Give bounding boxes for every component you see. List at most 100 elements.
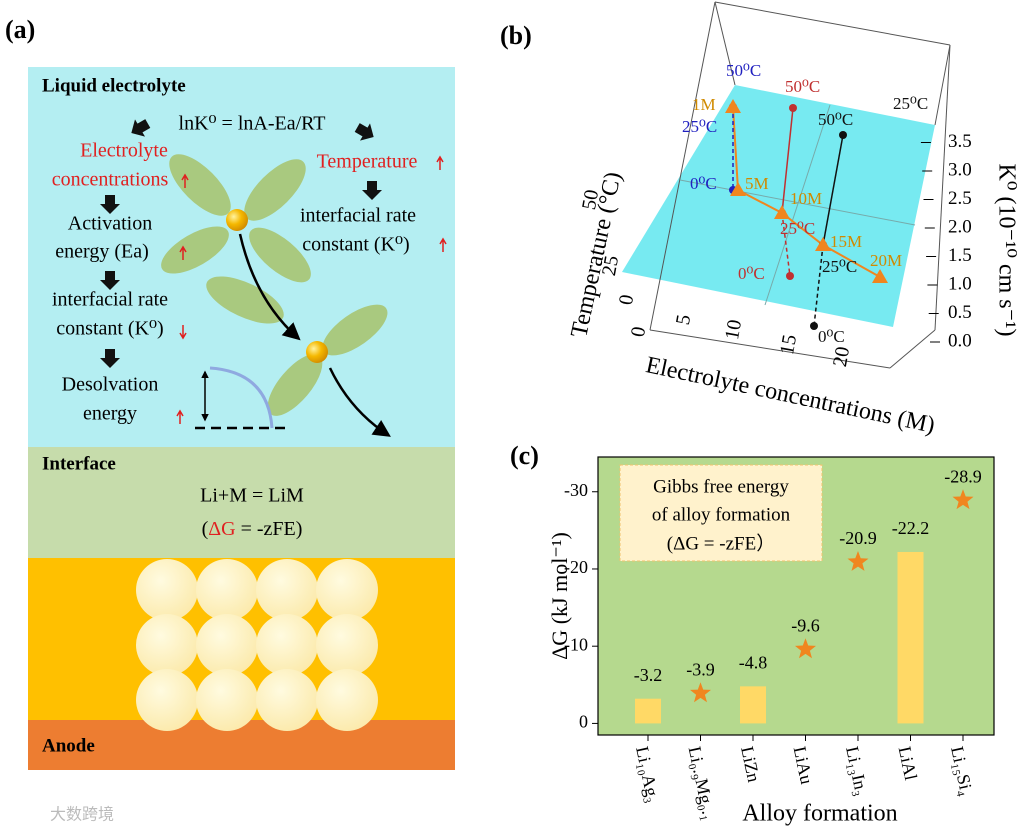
y-tick-label: -10 xyxy=(564,634,588,654)
particle xyxy=(196,614,258,676)
x-tick-label: LiAl xyxy=(895,745,922,782)
star-marker xyxy=(847,551,869,571)
leaf xyxy=(249,227,311,283)
leaf xyxy=(206,276,284,324)
label: 0 xyxy=(615,293,638,307)
point xyxy=(786,272,794,280)
leaf xyxy=(244,159,306,221)
desolvation-arrow xyxy=(328,367,391,437)
label: 1M xyxy=(692,95,716,114)
leaf xyxy=(169,154,231,216)
label: interfacial rate xyxy=(52,289,168,311)
block-arrow xyxy=(131,119,151,137)
label: 10M xyxy=(790,189,822,208)
3d-data xyxy=(725,99,888,330)
point xyxy=(839,131,847,139)
y-tick-label: -20 xyxy=(564,557,588,577)
li-ion xyxy=(226,209,248,231)
block-arrow xyxy=(100,349,120,368)
triangle xyxy=(872,269,888,283)
data-label: -9.6 xyxy=(791,615,820,635)
x-tick-label: LiZn xyxy=(737,745,764,784)
label: 1.0 xyxy=(948,273,972,294)
plane xyxy=(622,85,935,327)
label: 0⁰C xyxy=(690,174,717,193)
annotation: Gibbs free energy xyxy=(653,476,789,497)
particle xyxy=(316,559,378,621)
label: lnK⁰ = lnA-Ea/RT xyxy=(179,113,326,135)
data-label: -3.9 xyxy=(686,659,715,679)
gibbs-part: = -zFE) xyxy=(236,518,303,540)
data-label: -4.8 xyxy=(739,652,768,672)
label: 15M xyxy=(830,232,862,251)
red-dash xyxy=(781,212,791,277)
label: 25⁰C xyxy=(893,94,928,113)
x-axis-title: Alloy formation xyxy=(742,801,897,827)
block-arrow xyxy=(100,271,120,290)
flow-arrows xyxy=(100,119,382,368)
red-arrow xyxy=(179,325,187,340)
label: 0.0 xyxy=(948,330,972,351)
x-tick-label: Li₀.₉Mg₀.₁ xyxy=(685,745,720,823)
y-axis-title: ΔG (kJ mol⁻¹) xyxy=(547,532,572,660)
leaf xyxy=(267,354,323,416)
point xyxy=(810,322,818,330)
annotation: (ΔG = -zFE） xyxy=(667,532,775,554)
label: constant (K⁰) xyxy=(56,318,163,340)
y-tick-label: 0 xyxy=(579,712,588,732)
particle xyxy=(136,669,198,731)
label: 25⁰C xyxy=(780,219,815,238)
particle xyxy=(196,669,258,731)
annotation-box xyxy=(619,464,823,562)
label: energy xyxy=(83,403,137,425)
bar xyxy=(897,551,924,724)
panel-label: (b) xyxy=(500,21,532,50)
data-label: -20.9 xyxy=(839,528,877,548)
label: 0.5 xyxy=(948,302,972,323)
label: 0⁰C xyxy=(738,264,765,283)
annotation: of alloy formation xyxy=(652,504,791,525)
data-label: -28.9 xyxy=(944,466,982,486)
label: Anode xyxy=(42,735,95,756)
label: 5M xyxy=(745,174,769,193)
label: Li+M = LiM xyxy=(200,485,304,507)
particle xyxy=(316,614,378,676)
point xyxy=(789,104,797,112)
triangle xyxy=(774,205,790,219)
label: 50⁰C xyxy=(785,77,820,96)
particle xyxy=(136,614,198,676)
label: Desolvation xyxy=(62,374,159,396)
desolvation-arrow xyxy=(238,233,301,341)
particle xyxy=(256,559,318,621)
particle xyxy=(256,669,318,731)
label: 2.5 xyxy=(948,188,972,209)
red-arrow xyxy=(181,173,189,188)
label: Temperature xyxy=(317,151,418,173)
label: 3.0 xyxy=(948,159,972,180)
label: 5 xyxy=(672,313,695,327)
label: K⁰ (10⁻¹⁰ cm s⁻¹) xyxy=(993,164,1019,337)
anode-particles xyxy=(136,559,378,731)
data-label: -22.2 xyxy=(892,518,930,538)
block-arrow xyxy=(362,181,382,200)
star-marker xyxy=(952,489,974,510)
label: 3.5 xyxy=(948,131,972,152)
triangle xyxy=(730,182,746,196)
y-tick-label: -30 xyxy=(564,480,588,500)
block-arrow xyxy=(354,123,374,141)
x-tick-label: LiAu xyxy=(790,745,817,786)
label: Activation xyxy=(68,213,152,235)
particle xyxy=(196,559,258,621)
red-line xyxy=(781,107,794,214)
anode-region xyxy=(28,720,455,770)
black-line xyxy=(822,134,844,246)
x-tick-label: Li₁₃In₃ xyxy=(842,745,872,798)
red-arrow xyxy=(439,237,447,252)
label: 50⁰C xyxy=(818,110,853,129)
label: 50⁰C xyxy=(726,61,761,80)
red-arrow xyxy=(179,245,187,260)
label: 0 xyxy=(627,325,650,339)
gibbs-equation: (ΔG = -zFE) xyxy=(202,518,303,540)
label: constant (K⁰) xyxy=(302,234,409,256)
